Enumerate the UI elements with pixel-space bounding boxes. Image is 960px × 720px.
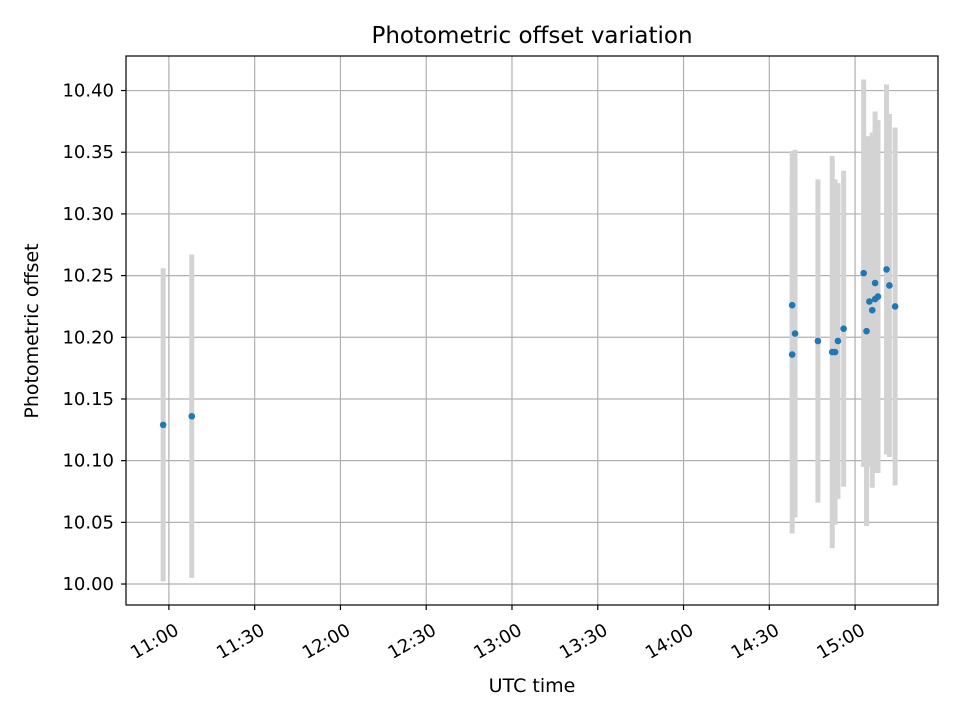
y-tick-label: 10.10 xyxy=(62,451,114,472)
plot-area-frame xyxy=(125,55,939,606)
data-point xyxy=(788,351,796,358)
data-points xyxy=(159,266,899,429)
y-tick-label: 10.25 xyxy=(62,266,114,287)
data-point xyxy=(868,306,876,314)
data-point xyxy=(814,337,822,345)
data-point xyxy=(891,303,899,310)
x-axis-title: UTC time xyxy=(489,675,576,697)
y-tick-label: 10.05 xyxy=(62,512,114,533)
y-axis-title: Photometric offset xyxy=(21,243,43,418)
data-point xyxy=(188,412,196,420)
data-point xyxy=(840,325,847,332)
data-point xyxy=(788,301,796,309)
data-point xyxy=(791,330,799,337)
data-point xyxy=(866,298,873,305)
data-point xyxy=(871,279,879,287)
data-point xyxy=(834,337,842,345)
y-tick-label: 10.30 xyxy=(62,204,114,225)
data-point xyxy=(886,282,893,289)
data-point xyxy=(159,421,167,429)
y-tick-label: 10.35 xyxy=(62,142,114,163)
y-axis-ticks: 10.00 10.05 10.10 10.15 10.20 10.25 10.30 10.35… xyxy=(62,81,126,595)
y-tick-label: 10.20 xyxy=(62,327,114,348)
data-point xyxy=(883,266,890,273)
chart-title: Photometric offset variation xyxy=(371,23,692,49)
y-tick-label: 10.15 xyxy=(62,389,114,410)
data-point xyxy=(874,293,882,300)
data-point xyxy=(860,269,867,277)
data-point xyxy=(863,327,870,335)
y-tick-label: 10.00 xyxy=(62,574,114,595)
data-point xyxy=(831,348,839,356)
grid xyxy=(126,56,938,605)
y-tick-label: 10.40 xyxy=(62,81,114,102)
